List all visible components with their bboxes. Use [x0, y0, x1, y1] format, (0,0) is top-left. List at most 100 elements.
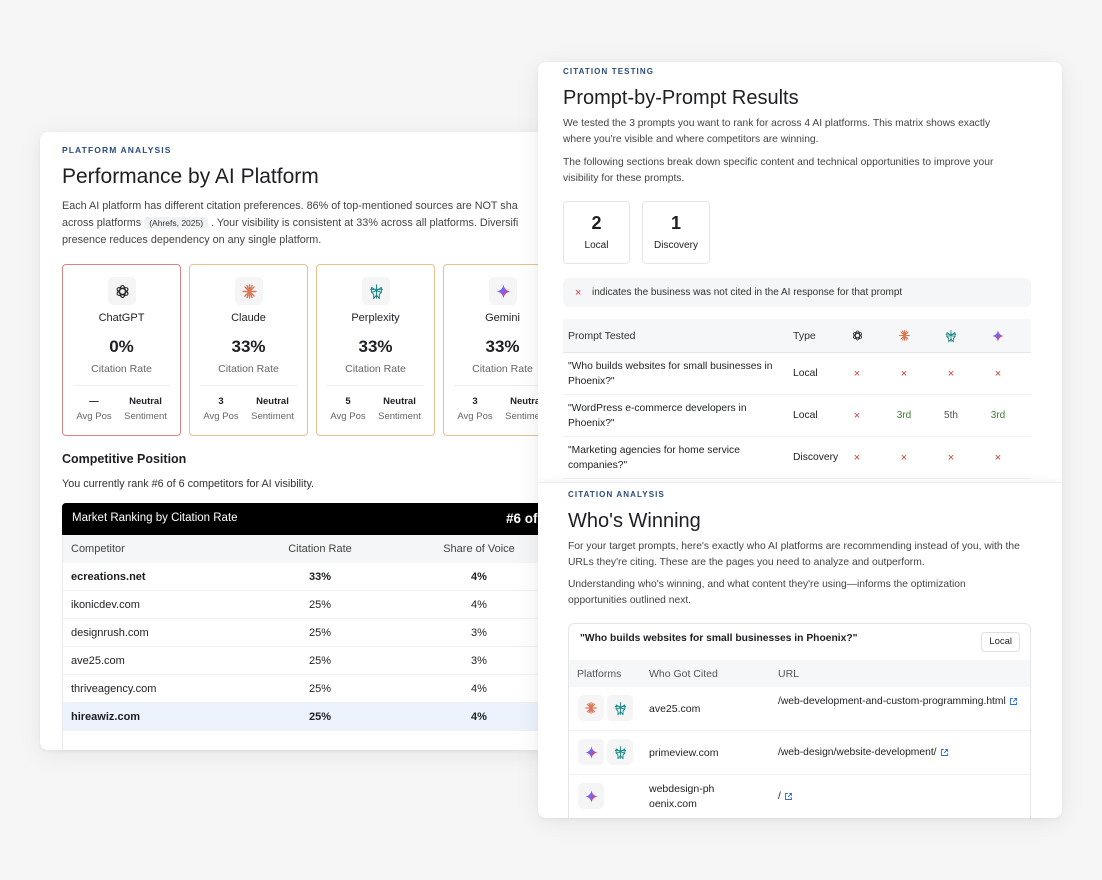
- platform-icon: [578, 739, 604, 765]
- competitor-row: thriveagency.com 25% 4%: [63, 675, 580, 703]
- platform-stat-card: Claude 33% Citation Rate 3 Avg Pos Neutr…: [189, 264, 308, 436]
- platform-icon: [362, 277, 390, 305]
- platform-icon: [607, 695, 633, 721]
- share-of-voice: 4%: [471, 570, 487, 583]
- avg-pos: 3: [218, 396, 224, 407]
- url-text: /: [778, 790, 781, 802]
- share-of-voice: 4%: [471, 682, 487, 695]
- table-columns: Platforms Who Got Cited URL: [569, 660, 1030, 687]
- column-header: Type: [793, 329, 816, 342]
- platform-icon: [108, 277, 136, 305]
- prompt-text: "Who builds websites for small businesse…: [568, 360, 773, 387]
- metric-label: Citation Rate: [345, 363, 406, 375]
- stat-box: 2 Local: [563, 201, 630, 264]
- section-label: CITATION ANALYSIS: [568, 490, 665, 499]
- platform-icon: [578, 695, 604, 721]
- platform-stat-card: Perplexity 33% Citation Rate 5 Avg Pos N…: [316, 264, 435, 436]
- platform-icon: [235, 277, 263, 305]
- prompt-type: Local: [793, 410, 818, 421]
- subsection-title: Competitive Position: [62, 452, 187, 466]
- stat-value: 1: [670, 213, 681, 233]
- competitor-row: ave25.com 25% 3%: [63, 647, 580, 675]
- citation-rate: 25%: [308, 626, 332, 639]
- intro-line: presence reduces dependency on any singl…: [62, 234, 322, 246]
- metric-label: Avg Pos: [76, 411, 112, 422]
- metric-label: Citation Rate: [218, 363, 279, 375]
- prompt-row: "WordPress e-commerce developers in Phoe…: [563, 395, 1031, 437]
- platform-name: Perplexity: [351, 312, 400, 324]
- external-link-icon[interactable]: [784, 792, 793, 801]
- analysis-section: CITATION ANALYSIS Who's Winning For your…: [538, 482, 1062, 818]
- table-title: Market Ranking by Citation Rate: [72, 512, 238, 524]
- platform-result: ×: [994, 451, 1002, 464]
- cited-row: primeview.com /web-design/website-develo…: [569, 731, 1030, 775]
- section-label: CITATION TESTING: [563, 67, 655, 76]
- share-of-voice: 3%: [471, 626, 487, 639]
- stat-label: Discovery: [654, 240, 698, 251]
- platform-icon: [489, 277, 517, 305]
- external-link-icon[interactable]: [940, 748, 949, 757]
- metric-label: Avg Pos: [457, 411, 493, 422]
- platform-result: ×: [947, 367, 955, 380]
- prompt-type-badge: Local: [981, 632, 1020, 652]
- platform-result: ×: [900, 367, 908, 380]
- column-header: URL: [778, 667, 800, 680]
- competitor-name: thriveagency.com: [71, 682, 157, 695]
- external-link-icon[interactable]: [1009, 697, 1018, 706]
- competitor-name: ave25.com: [71, 654, 125, 667]
- column-header: Share of Voice: [443, 543, 515, 555]
- citation-rate: 25%: [308, 598, 332, 611]
- cited-url[interactable]: /web-design/website-development/: [778, 731, 949, 774]
- avg-pos: —: [89, 396, 99, 407]
- metric-label: Citation Rate: [472, 363, 533, 375]
- platform-result: ×: [994, 367, 1002, 380]
- table-columns: Competitor Citation Rate Share of Voice: [63, 535, 580, 563]
- divider: [327, 385, 424, 386]
- prompt-row: "Who builds websites for small businesse…: [563, 353, 1031, 395]
- platform-icon: [847, 319, 867, 352]
- platform-result: ×: [853, 367, 861, 380]
- cited-domain: ave25.com: [649, 702, 701, 715]
- sentiment: Neutral: [129, 396, 162, 407]
- section-title: Performance by AI Platform: [62, 165, 319, 188]
- metric-label: Sentiment: [251, 411, 294, 422]
- metric-label: Sentiment: [124, 411, 167, 422]
- citation-card: CITATION TESTING Prompt-by-Prompt Result…: [538, 62, 1062, 818]
- paragraph: The following sections break down specif…: [563, 157, 994, 184]
- prompt-text: "WordPress e-commerce developers in Phoe…: [568, 402, 747, 429]
- platform-icon: [941, 319, 961, 352]
- platform-result: ×: [947, 451, 955, 464]
- citation-badge: (Ahrefs, 2025): [144, 217, 209, 229]
- cited-row: webdesign-phoenix.com /: [569, 775, 1031, 818]
- rank-summary: You currently rank #6 of 6 competitors f…: [62, 478, 315, 490]
- cited-url[interactable]: /web-development-and-custom-programming.…: [778, 694, 1028, 709]
- platform-result: ×: [853, 409, 861, 422]
- intro-text: across platforms: [62, 217, 142, 229]
- divider: [454, 385, 551, 386]
- url-text: /web-development-and-custom-programming.…: [778, 696, 1006, 707]
- section-title: Who's Winning: [568, 510, 701, 532]
- cited-url[interactable]: /: [778, 775, 793, 817]
- prompt-card: "Who builds websites for small businesse…: [568, 623, 1031, 818]
- platform-result: 3rd: [990, 410, 1006, 421]
- column-header: Competitor: [71, 543, 125, 555]
- platform-result: ×: [900, 451, 908, 464]
- platform-icon: [988, 319, 1008, 352]
- prompt-text: "Marketing agencies for home service com…: [568, 444, 740, 471]
- platform-card: PLATFORM ANALYSIS Performance by AI Plat…: [40, 132, 580, 750]
- prompt-type: Discovery: [793, 452, 839, 463]
- platform-icon: [894, 319, 914, 352]
- platform-icon: [607, 739, 633, 765]
- paragraph: Understanding who's winning, and what co…: [568, 579, 966, 606]
- results-table: Prompt Tested Type "Who builds websites …: [563, 319, 1031, 479]
- sentiment: Neutral: [383, 396, 416, 407]
- citation-rate: 33%: [308, 570, 332, 583]
- competitor-name: ikonicdev.com: [71, 598, 140, 611]
- metric-label: Citation Rate: [91, 363, 152, 375]
- metric-label: Sentiment: [505, 411, 548, 422]
- note-text: indicates the business was not cited in …: [592, 287, 903, 298]
- note-mark: ×: [575, 286, 582, 299]
- paragraph: We tested the 3 prompts you want to rank…: [563, 118, 991, 145]
- intro-text: . Your visibility is consistent at 33% a…: [211, 217, 519, 229]
